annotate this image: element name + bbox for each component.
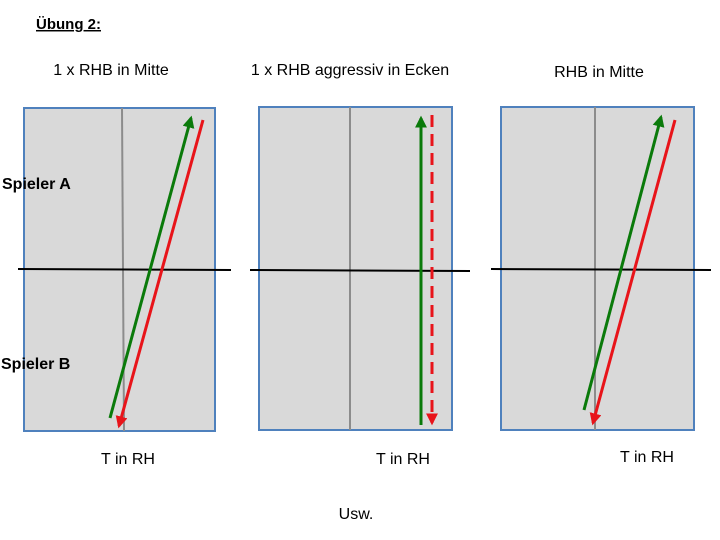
table-3 xyxy=(490,106,712,431)
red-arrow xyxy=(115,119,205,429)
table-1 xyxy=(17,107,232,432)
net xyxy=(17,268,232,271)
panel-caption: T in RH xyxy=(620,449,674,466)
player-label: Spieler A xyxy=(2,176,71,193)
red-arrow xyxy=(589,119,677,426)
panel-title: 1 x RHB aggressiv in Ecken xyxy=(251,62,449,79)
panel-title: RHB in Mitte xyxy=(554,64,644,81)
panel-caption: T in RH xyxy=(376,451,430,468)
table-2 xyxy=(249,106,471,431)
footer: Usw. xyxy=(339,506,374,523)
panel-caption: T in RH xyxy=(101,451,155,468)
net xyxy=(490,268,712,271)
panel-title: 1 x RHB in Mitte xyxy=(53,62,169,79)
net xyxy=(249,269,471,272)
table xyxy=(258,106,453,431)
green-arrow xyxy=(108,115,195,419)
heading: Übung 2: xyxy=(36,16,101,33)
green-arrow xyxy=(582,114,665,411)
player-label: Spieler B xyxy=(1,356,70,373)
